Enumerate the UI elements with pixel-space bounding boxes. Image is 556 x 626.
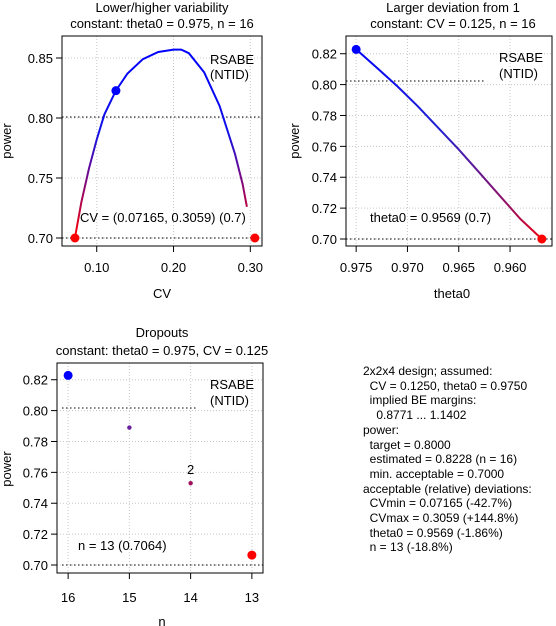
y-tick-label: 0.70 [312, 232, 337, 247]
marker-point [351, 44, 361, 54]
x-tick-label: 0.965 [442, 260, 475, 275]
x-tick-label: 0.20 [161, 260, 186, 275]
y-tick-label: 0.82 [23, 373, 48, 388]
panel-theta0-legend-line2: (NTID) [499, 66, 538, 81]
summary-line: CVmin = 0.07165 (-42.7%) [363, 496, 513, 511]
y-tick-label: 0.80 [23, 404, 48, 419]
summary-line: implied BE margins: [363, 393, 477, 408]
y-tick-label: 0.78 [312, 108, 337, 123]
panel-theta0-xlabel: theta0 [434, 286, 470, 301]
marker-point [111, 86, 121, 96]
panel-cv-frame [61, 35, 263, 247]
panel-dropouts-axes: 16 15 14 13 0.70 0.72 0.74 0.76 0.78 0.80 0.82 [23, 373, 259, 605]
panel-theta0-title: Larger deviation from 1 [386, 0, 520, 15]
panel-theta0: Larger deviation from 1 constant: CV = 0… [287, 0, 553, 301]
data-point [63, 370, 73, 380]
y-tick-label: 0.76 [23, 465, 48, 480]
panel-theta0-marks [351, 44, 547, 244]
power-curve [355, 48, 543, 240]
marker-point [70, 233, 80, 243]
panel-theta0-subtitle: constant: CV = 0.125, n = 16 [370, 16, 536, 31]
summary-line: CV = 0.1250, theta0 = 0.9750 [363, 378, 528, 393]
y-tick-label: 0.82 [312, 47, 337, 62]
panel-dropouts-subtitle: constant: theta0 = 0.975, CV = 0.125 [56, 343, 269, 358]
panel-cv-title: Lower/higher variability [96, 0, 229, 15]
x-tick-label: 13 [245, 590, 259, 605]
panel-dropouts-legend-line2: (NTID) [210, 393, 249, 408]
panel-cv-axes: 0.10 0.20 0.30 0.70 0.75 0.80 0.85 [28, 51, 263, 275]
panel-dropouts-title: Dropouts [136, 325, 189, 340]
summary-line: acceptable (relative) deviations: [363, 481, 532, 496]
panel-dropouts-xlabel: n [158, 614, 165, 626]
panel-theta0-ylabel: power [287, 123, 302, 159]
summary-line: 0.8771 ... 1.1402 [363, 408, 467, 423]
panel-cv-xlabel: CV [153, 286, 171, 301]
panel-cv-legend-line1: RSABE [210, 52, 254, 67]
summary-panel: 2x2x4 design; assumed: CV = 0.1250, thet… [363, 364, 553, 555]
x-tick-label: 0.10 [84, 260, 109, 275]
marker-point [250, 233, 260, 243]
y-tick-label: 0.75 [28, 171, 53, 186]
panel-dropouts-annotation: n = 13 (0.7064) [78, 538, 167, 553]
panel-dropouts: Dropouts constant: theta0 = 0.975, CV = … [0, 325, 268, 626]
y-tick-label: 0.80 [312, 78, 337, 93]
marker-point [537, 234, 547, 244]
x-tick-label: 0.975 [340, 260, 373, 275]
summary-line: 2x2x4 design; assumed: [363, 364, 493, 378]
x-tick-label: 14 [183, 590, 197, 605]
panel-cv-legend-line2: (NTID) [210, 67, 249, 82]
y-tick-label: 0.70 [23, 558, 48, 573]
y-tick-label: 0.74 [312, 170, 337, 185]
panel-cv: Lower/higher variability constant: theta… [0, 0, 263, 301]
panel-theta0-axes: 0.975 0.970 0.965 0.960 0.70 0.72 0.74 0.76 0.78… [312, 47, 527, 275]
data-point [188, 480, 193, 486]
y-tick-label: 0.76 [312, 139, 337, 154]
y-tick-label: 0.72 [23, 527, 48, 542]
summary-line: min. acceptable = 0.7000 [363, 466, 505, 481]
summary-line: estimated = 0.8228 (n = 16) [363, 452, 518, 467]
data-point [127, 425, 132, 430]
panel-dropouts-ylabel: power [0, 451, 14, 487]
panel-theta0-legend-line1: RSABE [499, 50, 543, 65]
x-tick-label: 16 [61, 590, 75, 605]
panel-cv-marks [70, 48, 260, 243]
panel-dropouts-grid [57, 363, 263, 573]
y-tick-label: 0.74 [23, 496, 48, 511]
x-tick-label: 0.30 [238, 260, 263, 275]
x-tick-label: 0.960 [494, 260, 527, 275]
summary-line: power: [363, 422, 400, 437]
panel-theta0-grid [346, 36, 552, 246]
y-tick-label: 0.72 [312, 201, 337, 216]
power-curve [73, 48, 248, 239]
y-tick-label: 0.78 [23, 434, 48, 449]
x-tick-label: 15 [122, 590, 136, 605]
panel-dropouts-frame [56, 362, 264, 574]
panel-cv-annotation: CV = (0.07165, 0.3059) (0.7) [80, 210, 246, 225]
summary-line: theta0 = 0.9569 (-1.86%) [363, 525, 503, 540]
data-point-label: 2 [187, 462, 194, 477]
x-tick-label: 0.970 [391, 260, 424, 275]
summary-line: n = 13 (-18.8%) [363, 540, 453, 555]
panel-theta0-annotation: theta0 = 0.9569 (0.7) [370, 210, 491, 225]
y-tick-label: 0.70 [28, 231, 53, 246]
y-tick-label: 0.80 [28, 111, 53, 126]
panel-cv-subtitle: constant: theta0 = 0.975, n = 16 [70, 16, 254, 31]
panel-dropouts-marks: 2 [63, 370, 257, 560]
panel-dropouts-legend-line1: RSABE [210, 377, 254, 392]
y-tick-label: 0.85 [28, 51, 53, 66]
data-point [247, 550, 257, 560]
summary-line: target = 0.8000 [363, 437, 451, 452]
panel-theta0-frame [345, 35, 553, 247]
summary-line: CVmax = 0.3059 (+144.8%) [363, 511, 519, 526]
panel-cv-ylabel: power [0, 123, 14, 159]
